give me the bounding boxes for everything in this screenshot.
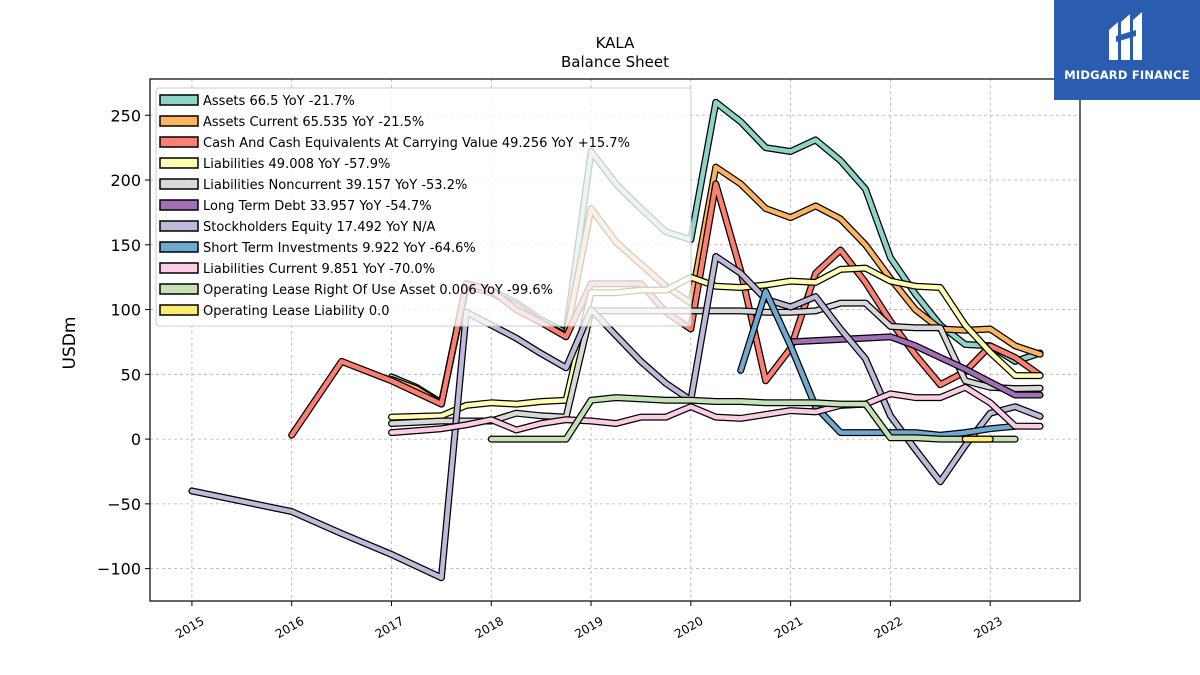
grid (150, 79, 1080, 601)
plot-frame (149, 78, 1081, 602)
legend-entry: Assets Current 65.535 YoY -21.5% (203, 115, 424, 130)
x-tick-label: 2016 (273, 614, 306, 641)
series-line-4 (389, 300, 1043, 426)
legend-swatch (159, 283, 199, 295)
y-tick-label: 200 (110, 171, 141, 190)
legend-entry: Stockholders Equity 17.492 YoY N/A (203, 220, 435, 235)
x-tick-label: 2018 (473, 614, 506, 641)
legend-entry: Long Term Debt 33.957 YoY -54.7% (203, 199, 432, 214)
legend-swatch (159, 241, 199, 253)
x-tick-label: 2022 (872, 614, 905, 641)
legend: Assets 66.5 YoY -21.7% Assets Current 65.… (155, 87, 692, 327)
legend-entry: Short Term Investments 9.922 YoY -64.6% (203, 241, 476, 256)
x-tick-label: 2023 (971, 614, 1004, 641)
legend-entry: Operating Lease Liability 0.0 (203, 304, 390, 319)
x-tick-label: 2020 (672, 614, 705, 641)
legend-swatch (159, 199, 199, 211)
legend-swatch (159, 304, 199, 316)
legend-entry: Liabilities 49.008 YoY -57.9% (203, 157, 390, 172)
legend-swatch (159, 94, 199, 106)
series-line-3 (389, 265, 1043, 420)
legend-swatch (159, 262, 199, 274)
legend-swatch (159, 178, 199, 190)
legend-swatch (159, 136, 199, 148)
series-line-5 (788, 334, 1043, 398)
y-axis-label: USDm (60, 317, 80, 370)
legend-swatch (159, 115, 199, 127)
y-tick-label: 50 (121, 365, 141, 384)
y-tick-label: −100 (97, 560, 141, 579)
series-line-8 (389, 385, 1043, 435)
y-tick-label: 0 (131, 430, 141, 449)
midgard-finance-logo: MIDGARD FINANCE (1054, 0, 1200, 100)
legend-box (155, 87, 692, 327)
legend-entry: Assets 66.5 YoY -21.7% (203, 94, 355, 109)
legend-swatch (159, 220, 199, 232)
y-tick-label: −50 (107, 495, 141, 514)
chart-title: KALA (596, 34, 636, 52)
series-line-9 (489, 395, 1018, 442)
legend-entry: Liabilities Current 9.851 YoY -70.0% (203, 262, 435, 277)
legend-entry: Operating Lease Right Of Use Asset 0.006… (203, 283, 553, 298)
x-tick-label: 2021 (772, 614, 805, 641)
midgard-logo-icon (1109, 12, 1142, 60)
y-tick-label: 150 (110, 236, 141, 255)
legend-swatch (159, 157, 199, 169)
x-tick-label: 2017 (373, 614, 406, 641)
y-tick-label: 100 (110, 301, 141, 320)
y-tick-label: 250 (110, 106, 141, 125)
brand-name: MIDGARD FINANCE (1064, 68, 1190, 82)
legend-entry: Cash And Cash Equivalents At Carrying Va… (203, 136, 630, 151)
legend-entry: Liabilities Noncurrent 39.157 YoY -53.2% (203, 178, 467, 193)
x-tick-label: 2015 (173, 614, 206, 641)
chart-subtitle: Balance Sheet (561, 53, 669, 71)
series-line-7 (738, 289, 1018, 438)
series-outline-8 (388, 383, 1044, 437)
x-tick-label: 2019 (572, 614, 605, 641)
